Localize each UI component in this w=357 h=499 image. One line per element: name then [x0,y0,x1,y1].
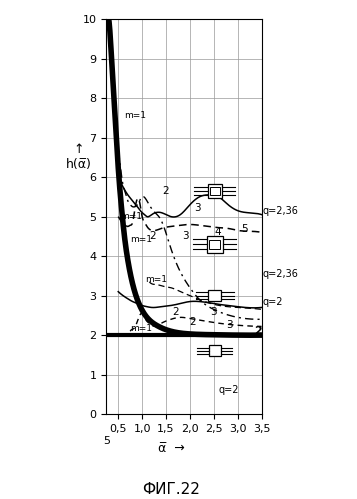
Text: α̅  →: α̅ → [158,442,185,455]
Bar [210,187,220,195]
Bar [208,290,221,301]
Text: 4: 4 [214,227,221,237]
Text: 3: 3 [211,307,217,317]
Text: ФИГ.22: ФИГ.22 [142,482,200,497]
Bar [207,184,222,198]
Text: 2: 2 [163,186,169,196]
Text: 3: 3 [194,203,200,213]
Text: m=1: m=1 [130,235,152,244]
Text: ↑
h(α̅): ↑ h(α̅) [65,143,91,171]
Text: 5: 5 [103,436,110,446]
Text: m=1: m=1 [145,274,167,283]
Text: q=2: q=2 [219,385,239,395]
Text: q=2: q=2 [262,296,283,306]
Text: 2: 2 [172,307,179,317]
Bar [209,240,221,249]
Text: q=2,36: q=2,36 [262,269,298,279]
Text: m=1: m=1 [130,324,152,333]
Text: 2: 2 [189,317,196,327]
Text: 2: 2 [254,326,262,336]
Text: 3: 3 [226,320,232,330]
Bar [208,345,221,356]
Text: 2: 2 [149,231,156,241]
Text: m=1: m=1 [120,212,142,221]
Text: 5: 5 [242,224,248,234]
Text: m=1: m=1 [124,111,146,120]
Text: 3: 3 [182,231,188,241]
Bar [207,236,223,252]
Text: q=2,36: q=2,36 [262,206,298,216]
